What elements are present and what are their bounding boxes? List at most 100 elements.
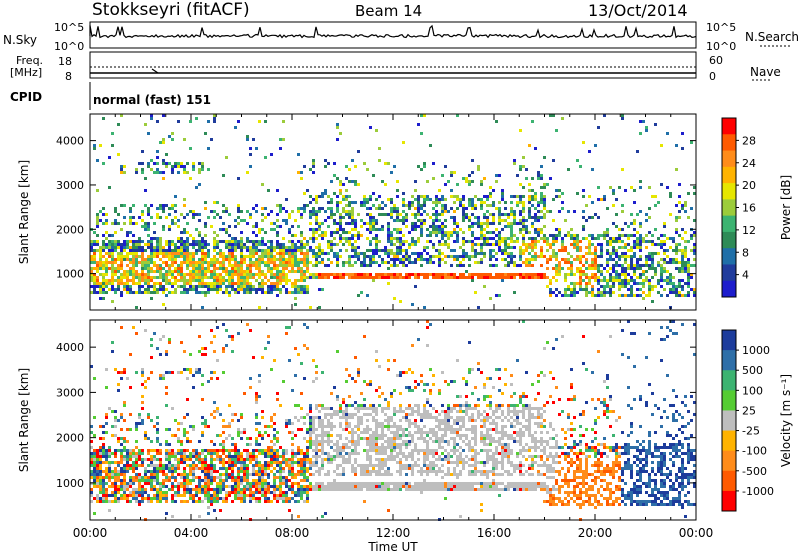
heatmap-cell: [93, 434, 96, 437]
heatmap-cell: [102, 162, 105, 165]
heatmap-cell: [453, 195, 456, 198]
heatmap-cell: [105, 282, 108, 285]
heatmap-cell: [237, 264, 240, 267]
heatmap-cell: [264, 276, 267, 279]
heatmap-cell: [99, 282, 102, 285]
heatmap-cell: [228, 246, 231, 249]
heatmap-cell: [288, 255, 291, 258]
heatmap-cell: [327, 225, 330, 228]
heatmap-cell: [222, 461, 225, 464]
heatmap-cell: [273, 422, 276, 425]
heatmap-cell: [153, 261, 156, 264]
heatmap-cell: [666, 294, 669, 297]
heatmap-cell: [315, 482, 318, 485]
heatmap-cell: [441, 276, 444, 279]
heatmap-cell: [153, 449, 156, 452]
rti-plot: 1000200030004000Slant Range [km]28242016…: [0, 0, 800, 554]
heatmap-cell: [501, 198, 504, 201]
heatmap-cell: [336, 243, 339, 246]
heatmap-cell: [240, 258, 243, 261]
heatmap-cell: [108, 509, 111, 512]
heatmap-cell: [423, 201, 426, 204]
heatmap-cell: [330, 425, 333, 428]
heatmap-cell: [276, 288, 279, 291]
heatmap-cell: [237, 485, 240, 488]
heatmap-cell: [147, 437, 150, 440]
heatmap-cell: [168, 162, 171, 165]
heatmap-cell: [600, 273, 603, 276]
heatmap-cell: [408, 204, 411, 207]
heatmap-cell: [588, 267, 591, 270]
heatmap-cell: [222, 485, 225, 488]
heatmap-cell: [210, 138, 213, 141]
heatmap-cell: [528, 216, 531, 219]
heatmap-cell: [672, 282, 675, 285]
heatmap-cell: [474, 255, 477, 258]
heatmap-cell: [423, 204, 426, 207]
heatmap-cell: [108, 261, 111, 264]
heatmap-cell: [639, 267, 642, 270]
heatmap-cell: [150, 159, 153, 162]
heatmap-cell: [618, 276, 621, 279]
heatmap-cell: [276, 440, 279, 443]
heatmap-cell: [198, 458, 201, 461]
heatmap-cell: [96, 500, 99, 503]
heatmap-cell: [288, 326, 291, 329]
heatmap-cell: [612, 246, 615, 249]
heatmap-cell: [501, 213, 504, 216]
heatmap-cell: [333, 252, 336, 255]
heatmap-cell: [582, 270, 585, 273]
heatmap-cell: [177, 246, 180, 249]
heatmap-cell: [204, 294, 207, 297]
heatmap-cell: [600, 279, 603, 282]
heatmap-cell: [522, 249, 525, 252]
heatmap-cell: [210, 210, 213, 213]
heatmap-cell: [132, 222, 135, 225]
heatmap-cell: [333, 425, 336, 428]
heatmap-cell: [222, 500, 225, 503]
heatmap-cell: [480, 234, 483, 237]
heatmap-cell: [96, 249, 99, 252]
heatmap-cell: [480, 246, 483, 249]
heatmap-cell: [264, 494, 267, 497]
heatmap-cell: [330, 446, 333, 449]
heatmap-cell: [237, 332, 240, 335]
heatmap-cell: [675, 288, 678, 291]
heatmap-cell: [462, 216, 465, 219]
heatmap-cell: [261, 488, 264, 491]
heatmap-cell: [471, 213, 474, 216]
heatmap-cell: [186, 437, 189, 440]
heatmap-cell: [444, 276, 447, 279]
heatmap-cell: [276, 455, 279, 458]
heatmap-cell: [294, 455, 297, 458]
heatmap-cell: [600, 198, 603, 201]
heatmap-cell: [156, 491, 159, 494]
heatmap-cell: [297, 464, 300, 467]
heatmap-cell: [135, 276, 138, 279]
heatmap-cell: [213, 494, 216, 497]
heatmap-cell: [522, 243, 525, 246]
heatmap-cell: [111, 288, 114, 291]
heatmap-cell: [255, 234, 258, 237]
heatmap-cell: [222, 431, 225, 434]
heatmap-cell: [237, 177, 240, 180]
heatmap-cell: [426, 246, 429, 249]
heatmap-cell: [243, 219, 246, 222]
heatmap-cell: [222, 264, 225, 267]
heatmap-cell: [204, 243, 207, 246]
heatmap-cell: [267, 452, 270, 455]
heatmap-cell: [435, 225, 438, 228]
heatmap-cell: [291, 246, 294, 249]
heatmap-cell: [387, 222, 390, 225]
heatmap-cell: [147, 377, 150, 380]
heatmap-cell: [183, 231, 186, 234]
heatmap-cell: [105, 473, 108, 476]
heatmap-cell: [114, 491, 117, 494]
heatmap-cell: [423, 222, 426, 225]
heatmap-cell: [201, 347, 204, 350]
heatmap-cell: [159, 237, 162, 240]
heatmap-cell: [300, 249, 303, 252]
heatmap-cell: [309, 425, 312, 428]
heatmap-cell: [213, 246, 216, 249]
heatmap-cell: [390, 207, 393, 210]
